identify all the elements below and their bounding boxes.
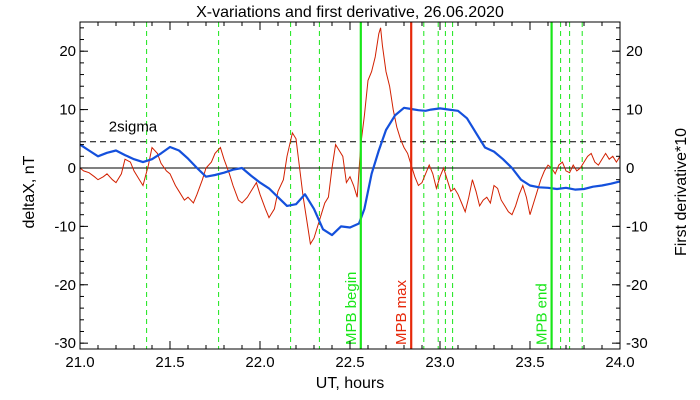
y-tick-label-right: -20 xyxy=(626,277,648,294)
mpb-max-label: MPB max xyxy=(393,279,410,345)
mpb-end-label: MPB end xyxy=(534,283,551,345)
y-tick-label-right: 20 xyxy=(626,43,643,60)
threshold-label: 2sigma xyxy=(109,119,158,136)
y-tick-label-right: -30 xyxy=(626,335,648,352)
y-tick-label-left: -10 xyxy=(54,218,76,235)
x-tick-label: 23.0 xyxy=(425,354,454,371)
y-tick-label-right: 0 xyxy=(626,160,634,177)
mpb-begin-label: MPB begin xyxy=(343,272,360,345)
x-tick-label: 21.0 xyxy=(65,354,94,371)
x-tick-label: 21.5 xyxy=(155,354,184,371)
x-axis-title: UT, hours xyxy=(316,375,384,392)
x-tick-label: 22.5 xyxy=(335,354,364,371)
y-tick-label-left: 0 xyxy=(68,160,76,177)
deltax-series-line xyxy=(79,106,621,237)
y-axis-title-left: deltaX, nT xyxy=(21,155,38,228)
chart-title: X-variations and first derivative, 26.06… xyxy=(196,4,504,21)
plot-area: 2sigma MPB begin MPB max MPB end 21.0 21.5 22.… xyxy=(54,21,648,371)
y-axis-title-right: First derivative*10 xyxy=(673,128,690,256)
y-tick-label-left: 20 xyxy=(59,43,76,60)
y-tick-label-left: 10 xyxy=(59,102,76,119)
y-tick-label-left: -20 xyxy=(54,277,76,294)
y-tick-label-left: -30 xyxy=(54,335,76,352)
x-tick-label: 24.0 xyxy=(605,354,634,371)
y-tick-label-right: 10 xyxy=(626,102,643,119)
x-tick-label: 22.0 xyxy=(245,354,274,371)
x-tick-label: 23.5 xyxy=(515,354,544,371)
y-tick-label-right: -10 xyxy=(626,218,648,235)
derivative-series-line xyxy=(79,27,621,246)
